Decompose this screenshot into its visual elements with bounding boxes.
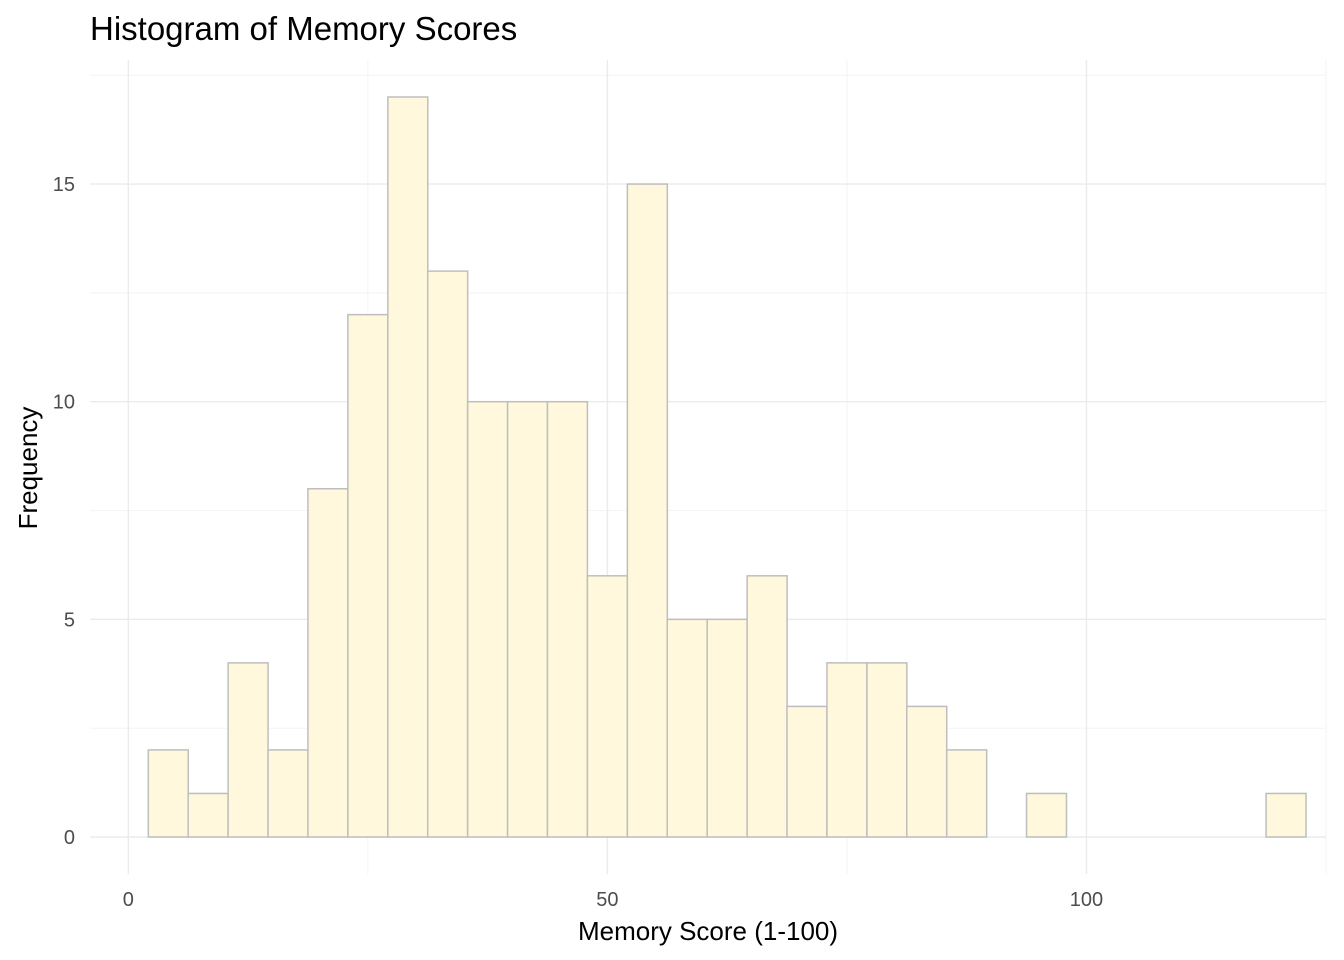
x-tick-label: 0 <box>123 889 134 911</box>
histogram-bar <box>1025 792 1068 838</box>
histogram-bar <box>506 400 549 838</box>
histogram-bar <box>666 618 708 838</box>
histogram-bar <box>906 705 948 838</box>
histogram-bar <box>426 270 469 838</box>
histogram-bars <box>147 96 1307 838</box>
histogram-bar <box>147 749 190 838</box>
x-tick-label: 100 <box>1070 889 1103 911</box>
histogram-bar <box>786 705 828 838</box>
histogram-bar <box>307 488 349 838</box>
histogram-bar <box>826 662 868 838</box>
y-tick-label: 10 <box>53 392 75 414</box>
histogram-bar <box>347 313 389 838</box>
histogram-bar <box>706 618 748 838</box>
y-axis-title: Frequency <box>13 407 43 530</box>
chart-title: Histogram of Memory Scores <box>90 10 517 47</box>
histogram-bar <box>546 400 589 838</box>
x-tick-label: 50 <box>596 889 618 911</box>
histogram-bar <box>866 662 908 838</box>
histogram-bar <box>746 575 788 838</box>
y-tick-label: 0 <box>64 827 75 849</box>
histogram-bar <box>626 183 669 838</box>
x-axis-title: Memory Score (1-100) <box>578 916 838 946</box>
histogram-bar <box>1265 792 1307 838</box>
y-tick-label: 15 <box>53 174 75 196</box>
histogram-bar <box>267 749 309 838</box>
tick-labels: 0 5 10 15 0 50 100 <box>53 174 1103 911</box>
y-tick-label: 5 <box>64 609 75 631</box>
histogram-bar <box>387 96 429 838</box>
histogram-bar <box>187 792 229 838</box>
histogram-bar <box>227 662 269 838</box>
histogram-bar <box>945 749 988 838</box>
histogram-bar <box>586 575 629 838</box>
histogram-bar <box>466 400 509 838</box>
